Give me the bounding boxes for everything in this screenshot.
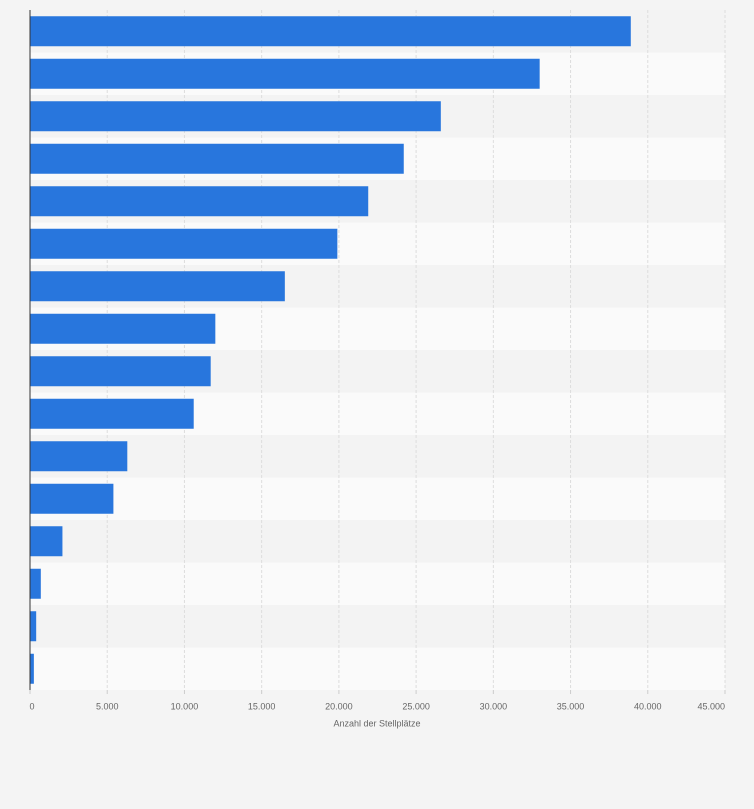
bar	[30, 271, 285, 302]
bar	[30, 313, 216, 344]
bar	[30, 653, 34, 684]
bar	[30, 483, 114, 514]
x-tick-label: 45.000	[697, 701, 725, 711]
bar	[30, 526, 63, 557]
bar	[30, 101, 441, 132]
x-tick-label: 15.000	[248, 701, 276, 711]
row-band	[30, 477, 725, 520]
bar	[30, 143, 404, 174]
x-tick-label: 10.000	[171, 701, 199, 711]
x-tick-label: 20.000	[325, 701, 353, 711]
row-band	[30, 647, 725, 690]
bar	[30, 568, 41, 599]
bar	[30, 356, 211, 387]
x-tick-label: 0	[29, 701, 34, 711]
x-tick-label: 5.000	[96, 701, 119, 711]
row-band	[30, 562, 725, 605]
bar	[30, 186, 369, 217]
row-band	[30, 435, 725, 478]
x-tick-label: 35.000	[557, 701, 585, 711]
x-tick-label: 25.000	[402, 701, 430, 711]
bar	[30, 58, 540, 89]
x-tick-label: 30.000	[480, 701, 508, 711]
bar	[30, 16, 631, 47]
x-tick-label: 40.000	[634, 701, 662, 711]
x-axis-label: Anzahl der Stellplätze	[333, 718, 420, 728]
row-band	[30, 605, 725, 648]
bar	[30, 398, 194, 429]
bar	[30, 441, 128, 472]
row-band	[30, 520, 725, 563]
bar	[30, 611, 37, 642]
bar	[30, 228, 338, 259]
